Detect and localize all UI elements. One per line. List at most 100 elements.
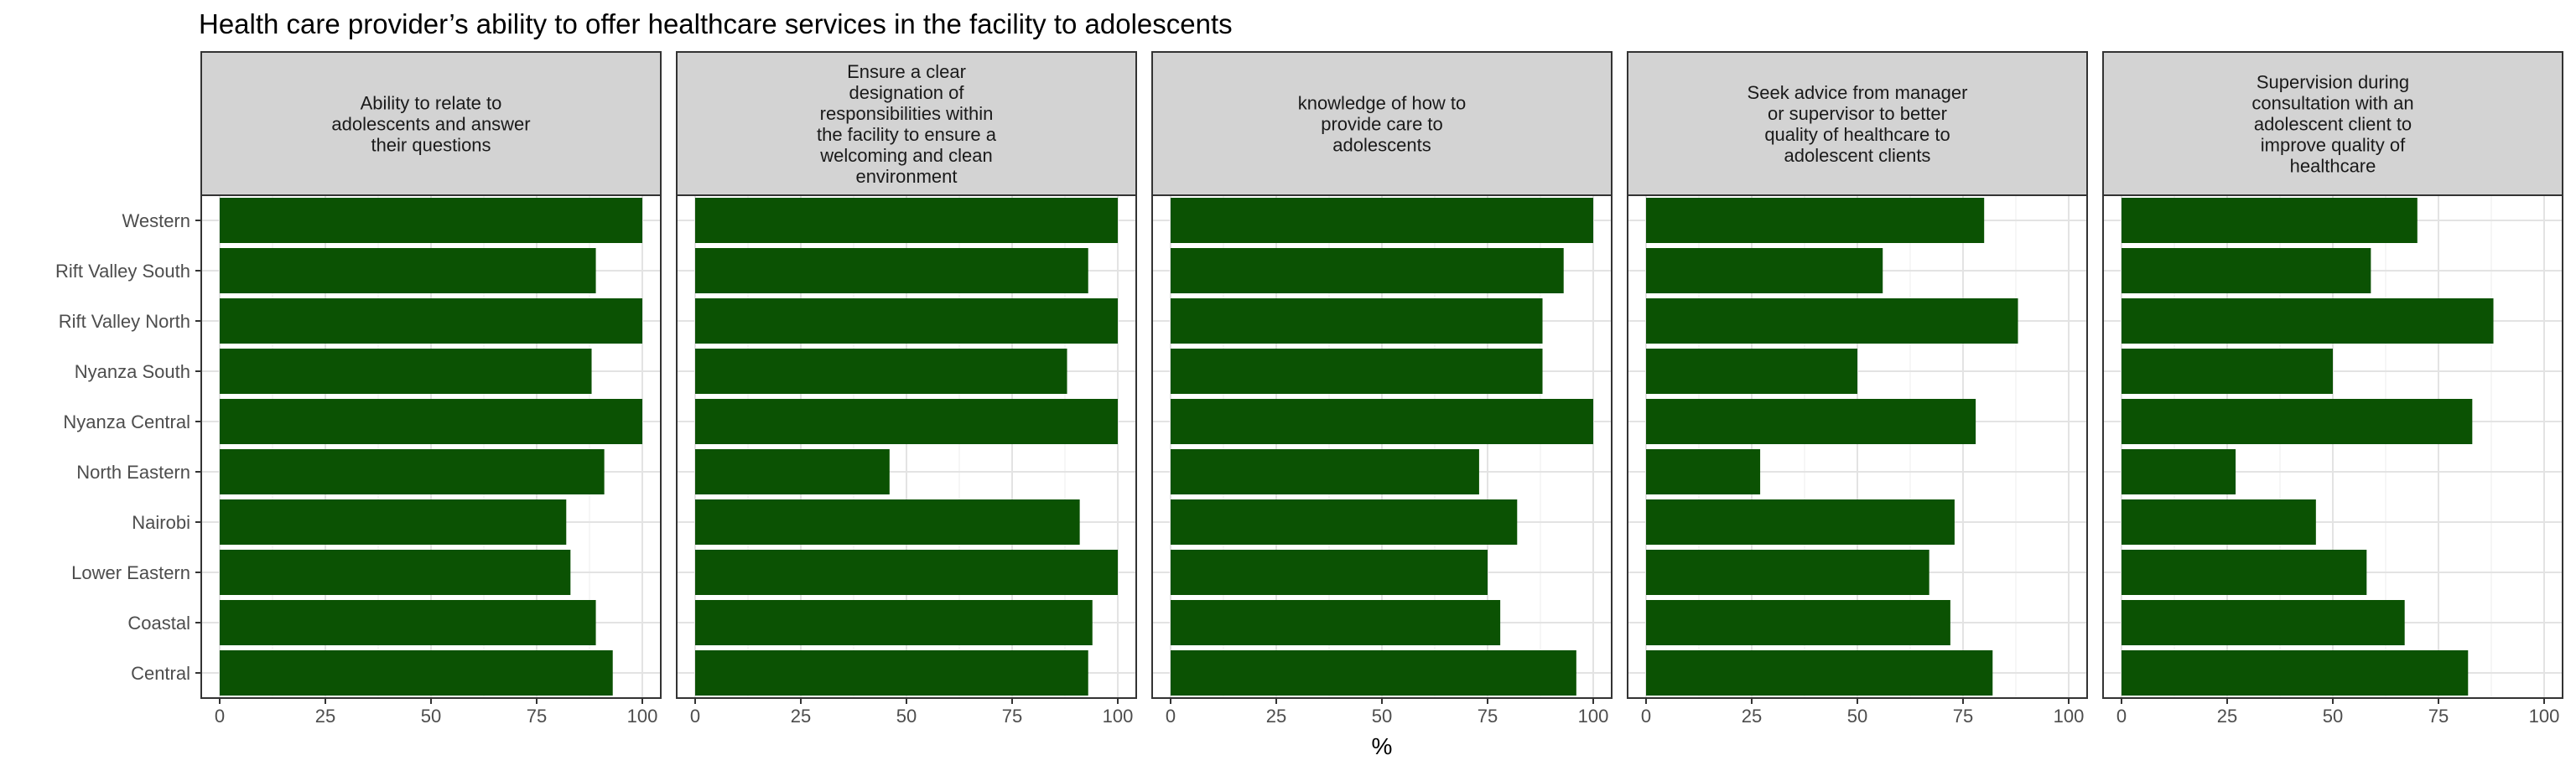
bar	[1171, 349, 1543, 394]
chart-title: Health care provider’s ability to offer …	[199, 8, 1233, 39]
bar	[220, 298, 642, 344]
x-tick-label: 100	[1103, 706, 1134, 727]
facet-strip-label: Seek advice from manager	[1748, 82, 1968, 103]
facet-strip-label: Ensure a clear	[847, 61, 966, 82]
x-tick-label: 100	[627, 706, 658, 727]
x-tick-label: 0	[215, 706, 225, 727]
bar	[695, 550, 1118, 595]
facet-strip-label: Supervision during	[2257, 72, 2409, 93]
facet-strip-label: environment	[855, 166, 957, 187]
bar	[2122, 298, 2494, 344]
bar	[1646, 248, 1883, 293]
bar	[1646, 298, 2018, 344]
bar	[1171, 550, 1488, 595]
bar	[220, 550, 571, 595]
facet-strip-label: adolescents and answer	[331, 114, 530, 135]
y-tick-label: Rift Valley South	[55, 261, 190, 282]
x-tick-label: 0	[1641, 706, 1651, 727]
x-tick-label: 100	[1578, 706, 1609, 727]
bar	[1171, 449, 1479, 494]
x-tick-label: 75	[2428, 706, 2449, 727]
bar	[695, 248, 1088, 293]
x-tick-label: 75	[527, 706, 547, 727]
facet-strip-label: their questions	[371, 135, 491, 156]
bar	[695, 449, 890, 494]
bar	[2122, 650, 2469, 696]
bar	[2122, 550, 2367, 595]
bar	[220, 449, 605, 494]
bar	[2122, 349, 2333, 394]
bar	[220, 650, 613, 696]
bar	[695, 349, 1067, 394]
facet-strip	[1151, 51, 1613, 196]
y-tick-label: Western	[122, 210, 190, 231]
bar	[1646, 198, 1985, 243]
facet-strip-label: welcoming and clean	[819, 145, 992, 166]
x-tick-label: 75	[1478, 706, 1498, 727]
x-tick-label: 25	[1742, 706, 1762, 727]
bar	[2122, 198, 2418, 243]
bar	[695, 650, 1088, 696]
y-tick-label: Central	[131, 663, 190, 684]
bar	[2122, 499, 2316, 545]
facet-strip-label: consultation with an	[2251, 93, 2413, 114]
facet-strip-label: or supervisor to better	[1768, 103, 1947, 124]
bar	[220, 248, 596, 293]
y-tick-label: Rift Valley North	[59, 311, 190, 332]
y-tick-label: North Eastern	[76, 462, 190, 483]
y-tick-label: Nairobi	[132, 512, 190, 533]
facet-strip	[676, 51, 1137, 196]
y-tick-label: Nyanza South	[75, 361, 190, 382]
bar	[1646, 449, 1761, 494]
facet-strip-label: responsibilities within	[820, 103, 994, 124]
bar	[2122, 600, 2405, 645]
x-tick-label: 100	[2054, 706, 2085, 727]
bar	[1171, 248, 1564, 293]
x-tick-label: 0	[690, 706, 700, 727]
x-tick-label: 25	[315, 706, 335, 727]
facet-strip	[200, 51, 662, 196]
x-tick-label: 0	[2116, 706, 2127, 727]
facet-strip-label: designation of	[849, 82, 965, 103]
facet-strip-label: improve quality of	[2261, 135, 2406, 156]
facet-strip-label: adolescent clients	[1784, 145, 1931, 166]
bar	[2122, 449, 2236, 494]
facet-strip	[1627, 51, 2088, 196]
bar	[1646, 550, 1929, 595]
y-tick-label: Lower Eastern	[71, 562, 190, 583]
x-tick-label: 25	[1266, 706, 1286, 727]
facet-strip-label: healthcare	[2290, 156, 2376, 177]
bar	[1171, 399, 1593, 444]
bar	[1171, 650, 1576, 696]
facet-strip-label: adolescents	[1332, 135, 1431, 156]
bar	[1646, 600, 1950, 645]
x-tick-label: 50	[421, 706, 441, 727]
x-tick-label: 0	[1166, 706, 1176, 727]
bar	[695, 499, 1080, 545]
x-tick-label: 50	[2323, 706, 2343, 727]
bar	[695, 600, 1093, 645]
x-tick-label: 50	[1372, 706, 1392, 727]
facet-strip-label: Ability to relate to	[361, 93, 502, 114]
bar	[1646, 349, 1857, 394]
bar	[1171, 298, 1543, 344]
facet-strip-label: knowledge of how to	[1298, 93, 1467, 114]
bar	[1171, 499, 1518, 545]
x-tick-label: 50	[896, 706, 917, 727]
bar	[1646, 650, 1993, 696]
x-tick-label: 25	[2217, 706, 2237, 727]
bar	[1646, 499, 1955, 545]
x-axis-title: %	[1372, 733, 1393, 759]
x-tick-label: 25	[791, 706, 811, 727]
bar	[2122, 248, 2371, 293]
bar	[220, 600, 596, 645]
bar	[695, 198, 1118, 243]
bar	[1171, 600, 1501, 645]
facet-strip-label: quality of healthcare to	[1764, 124, 1950, 145]
facet-strip	[2102, 51, 2563, 196]
bar	[220, 499, 567, 545]
bar	[220, 349, 592, 394]
x-tick-label: 50	[1847, 706, 1867, 727]
